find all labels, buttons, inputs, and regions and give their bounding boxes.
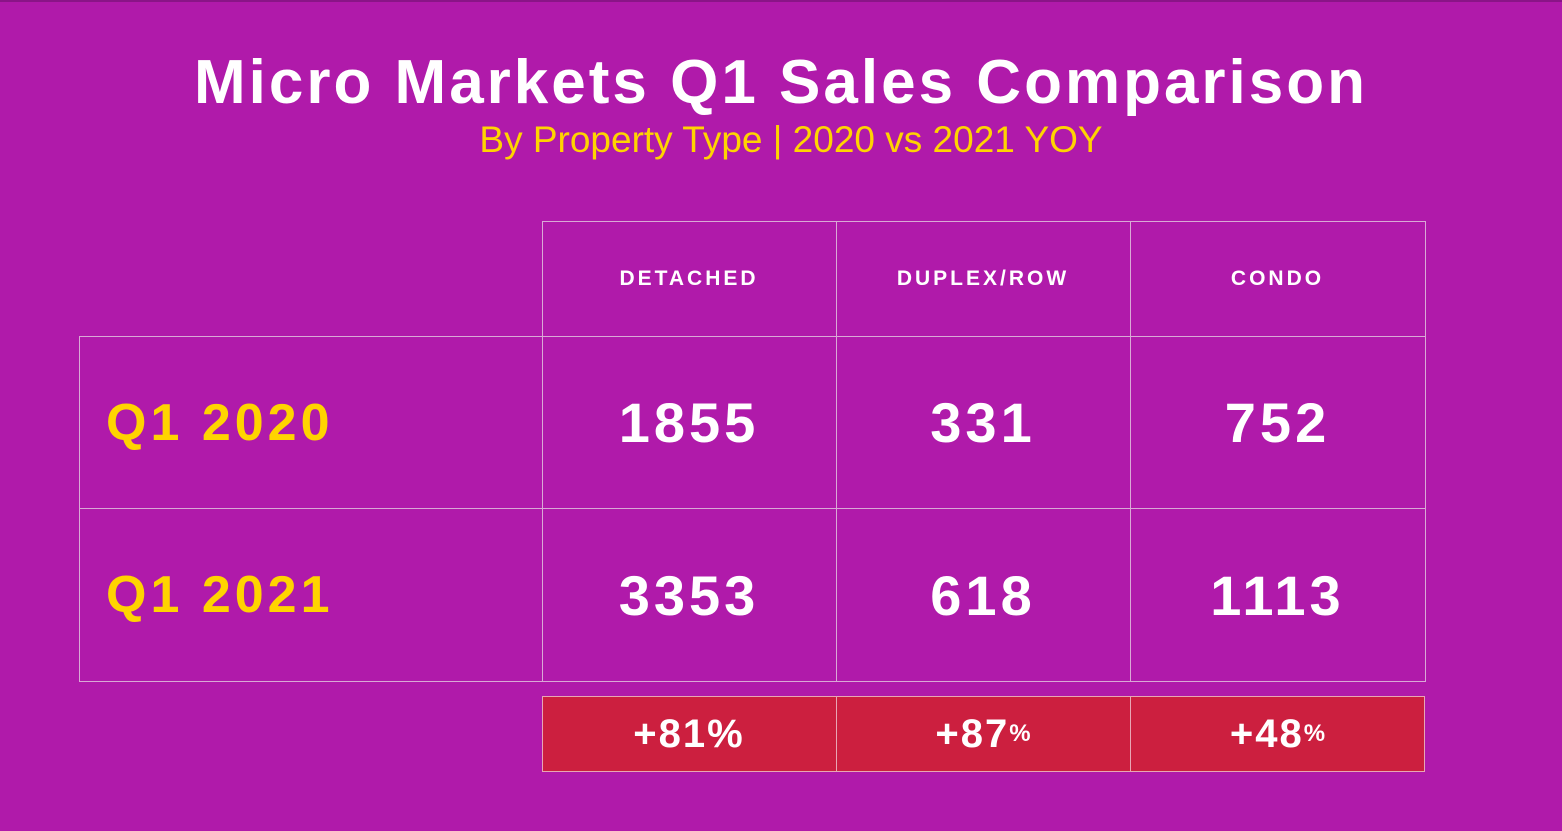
change-duplex-row-unit: % <box>1009 720 1031 747</box>
column-header-condo: CONDO <box>1230 267 1325 290</box>
value-q1-2021-condo: 1113 <box>1210 563 1345 627</box>
row-label-q1-2021: Q1 2021 <box>106 566 334 624</box>
column-header-duplex-row: DUPLEX/ROW <box>896 267 1070 290</box>
value-q1-2021-detached: 3353 <box>618 563 760 627</box>
grid-line-col-1 <box>542 221 543 682</box>
column-header-detached: DETACHED <box>619 267 759 290</box>
top-edge <box>0 0 1562 2</box>
value-q1-2021-duplex-row: 618 <box>930 563 1036 627</box>
change-duplex-row: +87% <box>836 696 1130 772</box>
change-detached: +81% <box>542 696 836 772</box>
change-condo-unit: % <box>1303 720 1326 747</box>
grid-line-right <box>1425 221 1426 682</box>
change-condo-value: +48 <box>1229 711 1304 756</box>
yoy-change-bar <box>542 696 1425 772</box>
change-detached-value: +81 <box>633 711 708 756</box>
row-label-q1-2020: Q1 2020 <box>106 393 334 452</box>
grid-line-col-2 <box>836 221 837 682</box>
page-title: Micro Markets Q1 Sales Comparison <box>193 48 1369 117</box>
change-divider-2 <box>1130 696 1131 772</box>
change-duplex-row-value: +87 <box>935 711 1010 756</box>
grid-line-left <box>79 336 80 682</box>
grid-line-col-3 <box>1130 221 1131 682</box>
change-divider-1 <box>836 696 837 772</box>
change-detached-unit: % <box>707 711 745 756</box>
page-subtitle: By Property Type | 2020 vs 2021 YOY <box>479 119 1103 160</box>
grid-line-row-divider <box>79 508 1426 509</box>
value-q1-2020-duplex-row: 331 <box>930 391 1036 454</box>
value-q1-2020-detached: 1855 <box>618 391 760 454</box>
grid-line-top <box>542 221 1426 222</box>
grid-line-bottom <box>79 681 1426 682</box>
value-q1-2020-condo: 752 <box>1224 391 1331 454</box>
grid-line-header-bottom <box>79 336 1426 337</box>
change-condo: +48% <box>1130 696 1425 772</box>
